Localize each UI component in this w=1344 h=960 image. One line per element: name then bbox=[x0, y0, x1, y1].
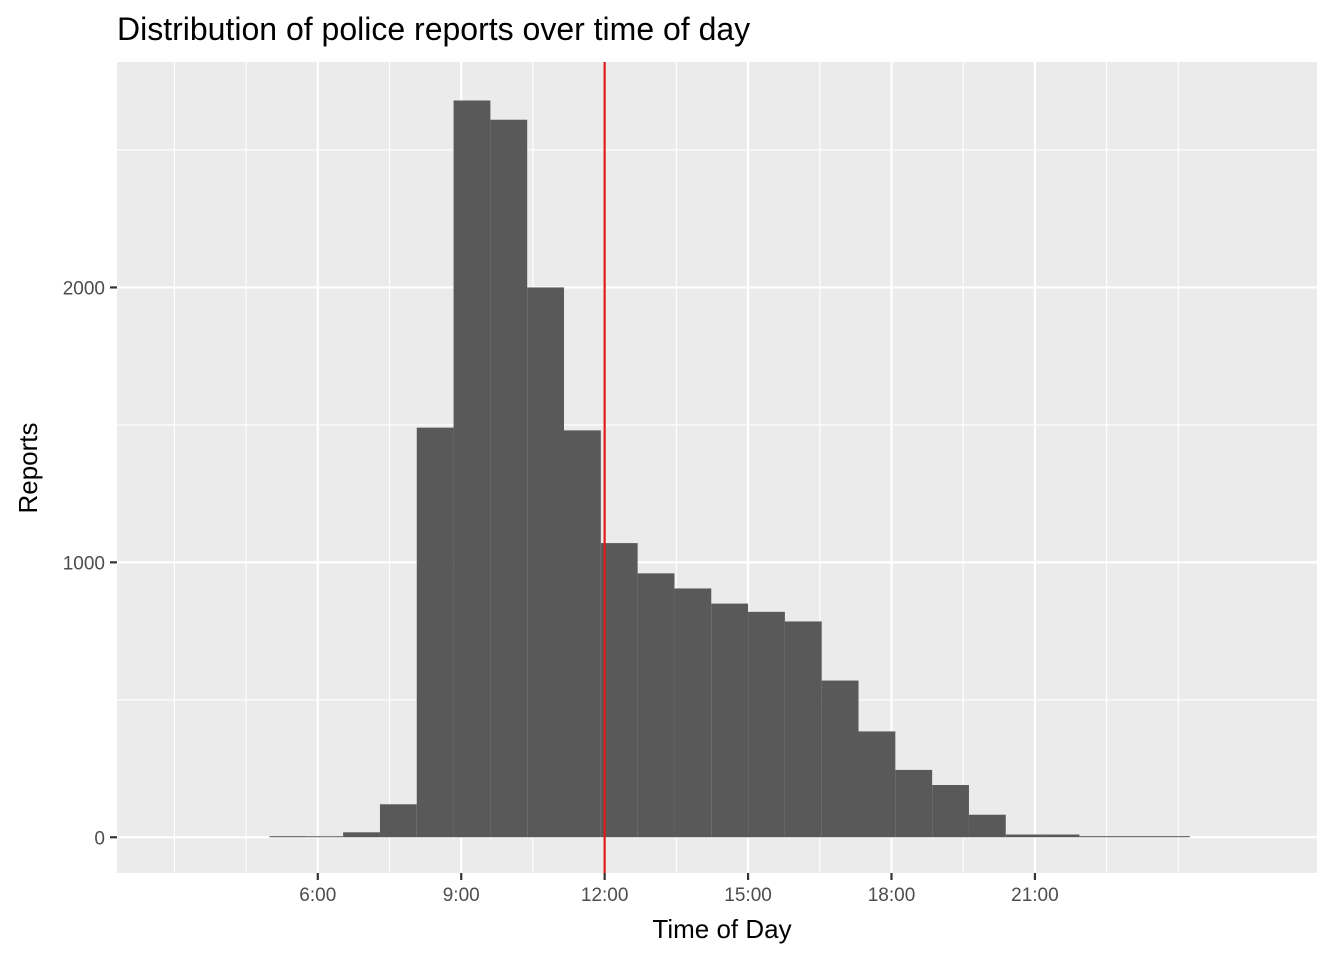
histogram-bar bbox=[932, 785, 969, 838]
chart-title: Distribution of police reports over time… bbox=[117, 11, 750, 47]
x-tick-label: 12:00 bbox=[581, 885, 629, 906]
histogram-bar bbox=[821, 680, 859, 838]
x-tick-label: 9:00 bbox=[443, 885, 480, 906]
y-tick-label: 0 bbox=[94, 828, 105, 849]
histogram-bar bbox=[968, 814, 1006, 838]
histogram-bar bbox=[1153, 836, 1190, 838]
histogram-bar bbox=[711, 603, 749, 838]
histogram-bar bbox=[453, 100, 491, 838]
x-axis: 6:00 9:00 12:00 15:00 18:00 21:00 bbox=[299, 873, 1059, 906]
y-axis: 0 1000 2000 bbox=[63, 278, 117, 849]
x-tick-label: 18:00 bbox=[868, 885, 916, 906]
histogram-bar bbox=[637, 573, 675, 838]
histogram-bar bbox=[895, 769, 933, 838]
histogram-bars bbox=[269, 100, 1190, 838]
histogram-bar bbox=[490, 119, 528, 838]
histogram-bar bbox=[1042, 834, 1080, 838]
y-tick-label: 2000 bbox=[63, 278, 105, 299]
histogram-bar bbox=[784, 621, 822, 838]
histogram-bar bbox=[1079, 836, 1117, 838]
x-tick-label: 6:00 bbox=[299, 885, 336, 906]
histogram-bar bbox=[858, 731, 896, 838]
histogram-bar bbox=[379, 804, 417, 838]
histogram-bar bbox=[416, 427, 454, 838]
histogram-bar bbox=[674, 588, 712, 838]
x-axis-title: Time of Day bbox=[652, 914, 791, 944]
x-tick-label: 15:00 bbox=[724, 885, 772, 906]
histogram-bar bbox=[1005, 834, 1043, 838]
histogram-bar bbox=[600, 543, 638, 838]
histogram-bar bbox=[306, 836, 344, 838]
histogram-bar bbox=[1116, 836, 1154, 838]
histogram-bar bbox=[748, 611, 785, 838]
histogram-bar bbox=[564, 430, 601, 838]
x-tick-label: 21:00 bbox=[1011, 885, 1059, 906]
y-axis-title: Reports bbox=[13, 422, 43, 513]
histogram-bar bbox=[527, 287, 565, 838]
histogram-bar bbox=[343, 832, 380, 838]
histogram-bar bbox=[269, 836, 307, 838]
y-tick-label: 1000 bbox=[63, 553, 105, 574]
